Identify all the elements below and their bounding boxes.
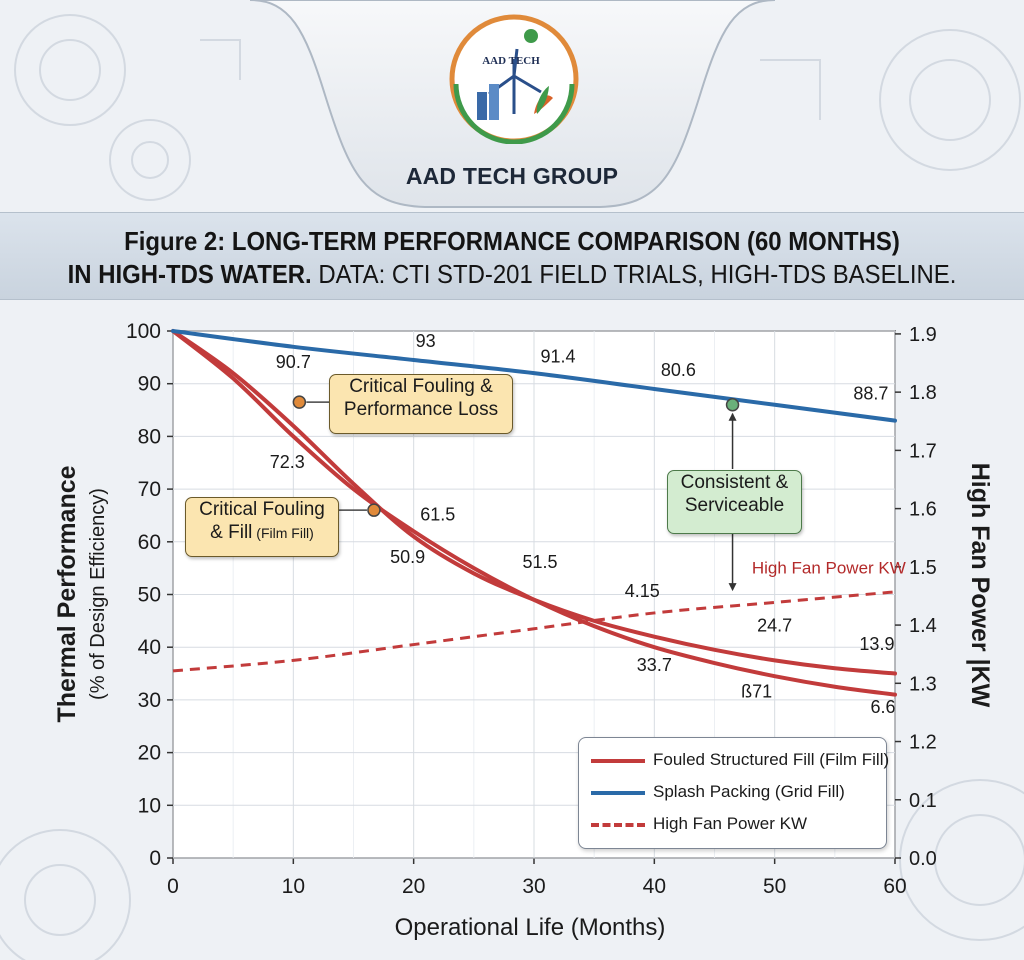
callout-line: Performance Loss	[343, 399, 499, 420]
y-left-tick-label: 0	[149, 847, 161, 870]
title-band	[0, 212, 1024, 300]
x-tick-label: 10	[282, 875, 305, 898]
x-tick-label: 30	[522, 875, 545, 898]
callout-line: Serviceable	[684, 495, 785, 516]
y-right-tick-label: 0.1	[909, 790, 937, 812]
figure-title-line2-rest: DATA: CTI STD-201 FIELD TRIALS, HIGH-TDS…	[311, 259, 957, 289]
y-right-tick-label: 1.9	[909, 324, 937, 346]
data-label: 93	[416, 331, 436, 351]
data-point-marker	[292, 395, 307, 409]
callout-line-main: & Fill	[210, 522, 253, 543]
figure-title-line2-bold: IN HIGH-TDS WATER.	[67, 259, 312, 289]
series-line-2	[171, 329, 897, 423]
y-left-tick-label: 100	[126, 320, 161, 343]
x-tick-label: 40	[643, 875, 666, 898]
legend-label: Fouled Structured Fill (Film Fill)	[653, 750, 890, 769]
y-right-tick-label: 1.5	[909, 557, 937, 579]
y-right-tick-label: 1.6	[909, 499, 937, 521]
data-point-marker	[367, 503, 381, 517]
callout-line: Critical Fouling	[199, 499, 325, 520]
legend-label: High Fan Power KW	[653, 814, 807, 833]
y-left-axis-sublabel: (% of Design Efficiency)	[87, 488, 109, 700]
company-logo: AAD TECH	[449, 14, 579, 144]
data-label: 6.6	[870, 697, 895, 717]
series-annotation: High Fan Power KW	[752, 558, 906, 577]
callout-line-small: (Film Fill)	[252, 525, 314, 541]
legend-swatch-blue	[591, 791, 645, 795]
legend-swatch-dashed	[591, 823, 645, 827]
figure-title-line1: Figure 2: LONG-TERM PERFORMANCE COMPARIS…	[124, 226, 900, 256]
x-tick-label: 20	[402, 875, 425, 898]
callout-line: Critical Fouling &	[349, 376, 493, 397]
data-label: 51.5	[522, 552, 557, 572]
y-right-tick-label: 1.4	[909, 615, 937, 637]
logo-text: AAD TECH	[482, 55, 540, 67]
figure-title-line2: IN HIGH-TDS WATER. DATA: CTI STD-201 FIE…	[41, 259, 983, 290]
data-label: 91.4	[541, 347, 576, 367]
y-right-tick-label: 1.7	[909, 440, 937, 462]
series-line-3	[172, 590, 896, 673]
data-label: 90.7	[276, 352, 311, 372]
data-label: 72.3	[270, 452, 305, 472]
y-left-tick-label: 60	[138, 531, 161, 554]
callout-line: & Fill (Film Fill)	[186, 521, 338, 545]
legend-swatch-red	[591, 759, 645, 763]
x-tick-label: 0	[167, 875, 179, 898]
chart-legend: Fouled Structured Fill (Film Fill) Splas…	[578, 737, 890, 849]
data-label: 61.5	[420, 505, 455, 525]
callout-consistent-serviceable: Consistent & Serviceable	[667, 470, 802, 534]
callout-line: Consistent &	[680, 472, 789, 493]
data-label: ß71	[741, 681, 772, 701]
y-left-tick-label: 40	[138, 636, 161, 659]
x-tick-label: 50	[763, 875, 786, 898]
x-axis-label: Operational Life (Months)	[395, 914, 666, 941]
y-left-tick-label: 20	[138, 742, 161, 765]
arrow-head	[728, 412, 737, 421]
data-point-marker	[725, 398, 740, 412]
y-left-tick-label: 90	[138, 373, 161, 396]
y-right-axis-label: High Fan Power |KW	[966, 463, 994, 708]
y-right-tick-label: 1.8	[909, 382, 937, 404]
y-left-tick-label: 80	[138, 425, 161, 448]
y-left-tick-label: 30	[138, 689, 161, 712]
data-label: 80.6	[661, 360, 696, 380]
legend-label: Splash Packing (Grid Fill)	[653, 782, 845, 801]
data-label: 33.7	[637, 655, 672, 675]
y-right-tick-label: 0.0	[909, 848, 937, 870]
arrow-head	[728, 583, 737, 592]
y-right-tick-label: 1.3	[909, 673, 937, 695]
y-left-tick-label: 50	[138, 584, 161, 607]
brand-name: AAD TECH GROUP	[405, 163, 619, 189]
callout-critical-fouling-performance: Critical Fouling & Performance Loss	[329, 374, 513, 434]
data-label: 13.9	[859, 634, 894, 654]
data-label: 88.7	[853, 384, 888, 404]
callout-critical-fouling-fill: Critical Fouling & Fill (Film Fill)	[185, 497, 339, 557]
data-label: 50.9	[390, 547, 425, 567]
x-tick-label: 60	[883, 875, 906, 898]
y-right-tick-label: 1.2	[909, 732, 937, 754]
data-label: 4.15	[625, 581, 660, 601]
data-label: 24.7	[757, 615, 792, 635]
series-line-1	[171, 329, 897, 697]
y-left-tick-label: 10	[138, 794, 161, 817]
y-left-axis-label: Thermal Performance	[53, 465, 81, 722]
y-left-tick-label: 70	[138, 478, 161, 501]
